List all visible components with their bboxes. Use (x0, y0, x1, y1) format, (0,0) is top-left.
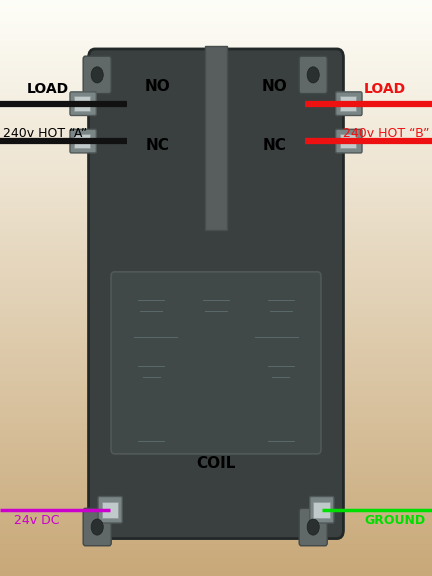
FancyBboxPatch shape (89, 49, 343, 539)
Bar (205, 46, 227, 230)
Bar (99, 58, 333, 230)
Circle shape (91, 67, 103, 83)
Text: NO: NO (145, 79, 171, 94)
FancyBboxPatch shape (83, 508, 111, 546)
Bar (313, 502, 330, 518)
FancyBboxPatch shape (98, 497, 122, 523)
FancyBboxPatch shape (336, 92, 362, 115)
FancyBboxPatch shape (70, 129, 96, 153)
Text: NO: NO (261, 79, 287, 94)
Text: 24v DC: 24v DC (14, 514, 60, 526)
Bar (340, 134, 356, 149)
Circle shape (307, 519, 319, 535)
FancyBboxPatch shape (83, 56, 111, 93)
Circle shape (307, 67, 319, 83)
Text: 240v HOT “A”: 240v HOT “A” (3, 127, 88, 140)
Text: NC: NC (146, 138, 170, 153)
FancyBboxPatch shape (111, 272, 321, 454)
Text: LOAD: LOAD (363, 82, 406, 96)
Text: COIL: COIL (196, 456, 236, 471)
Bar (74, 96, 90, 111)
Bar (74, 134, 90, 149)
FancyBboxPatch shape (299, 56, 327, 93)
FancyBboxPatch shape (70, 92, 96, 115)
Bar (340, 96, 356, 111)
FancyBboxPatch shape (336, 129, 362, 153)
Text: GROUND: GROUND (365, 514, 426, 526)
Text: NC: NC (262, 138, 286, 153)
FancyBboxPatch shape (310, 497, 334, 523)
Circle shape (91, 519, 103, 535)
Text: LOAD: LOAD (26, 82, 69, 96)
Bar (102, 502, 118, 518)
FancyBboxPatch shape (299, 508, 327, 546)
Text: 240v HOT “B”: 240v HOT “B” (343, 127, 430, 140)
